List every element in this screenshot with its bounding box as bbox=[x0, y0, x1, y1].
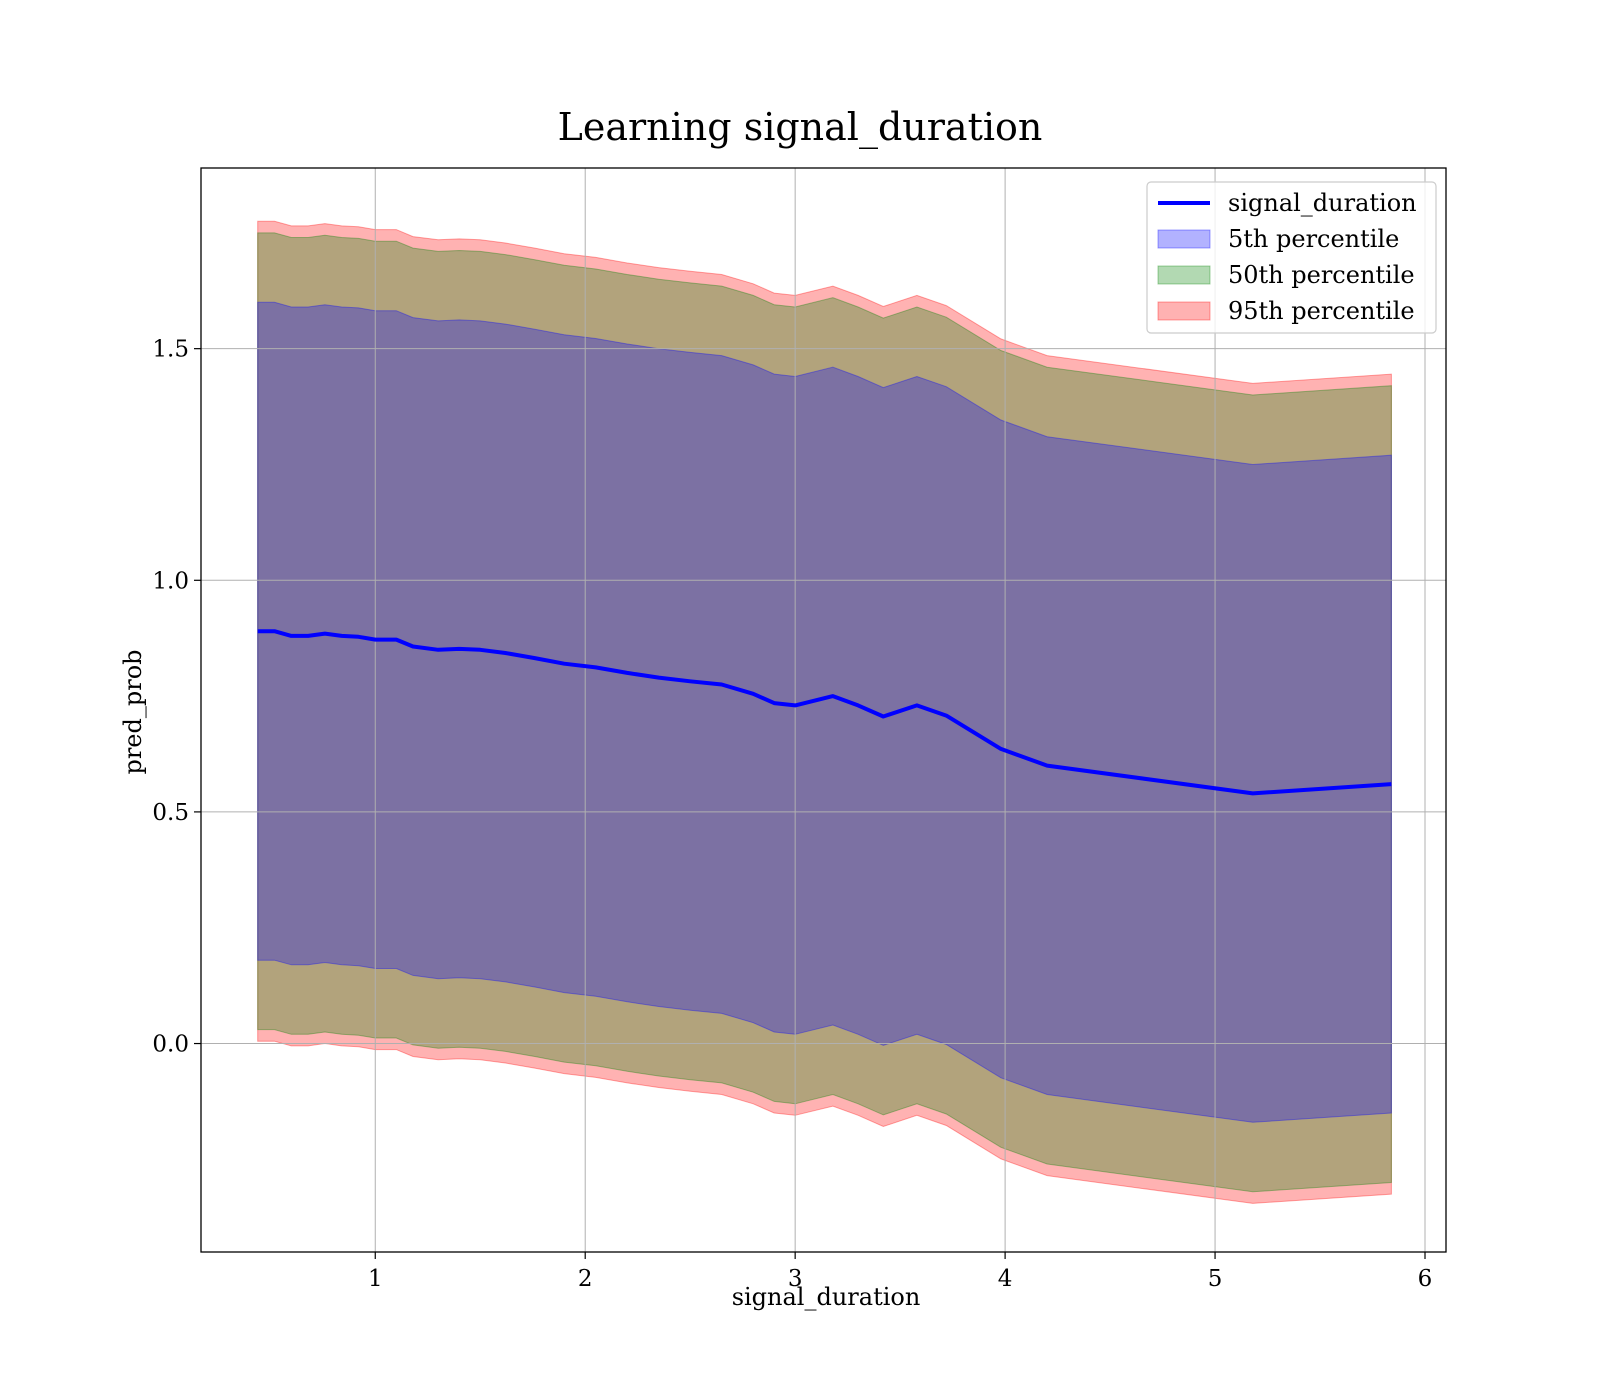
y-tick-label: 1.0 bbox=[152, 568, 189, 594]
legend-label: 50th percentile bbox=[1228, 261, 1415, 289]
x-tick-label: 2 bbox=[578, 1266, 593, 1292]
legend: signal_duration 5th percentile 50th percen… bbox=[1146, 181, 1437, 334]
x-tick-label: 4 bbox=[998, 1266, 1013, 1292]
legend-label: signal_duration bbox=[1228, 189, 1417, 217]
x-tick-label: 5 bbox=[1208, 1266, 1223, 1292]
x-tick-label: 3 bbox=[788, 1266, 803, 1292]
legend-label: 95th percentile bbox=[1228, 297, 1415, 325]
legend-label: 5th percentile bbox=[1228, 225, 1399, 253]
y-tick-label: 0.5 bbox=[152, 800, 189, 826]
y-axis-label: pred_prob bbox=[119, 649, 147, 774]
percentile-bands bbox=[257, 220, 1392, 1204]
y-tick-label: 1.5 bbox=[152, 337, 189, 363]
series-line-signal-duration bbox=[257, 629, 1392, 796]
band-50th-percentile bbox=[257, 232, 1392, 1193]
x-axis-ticks: 1 2 3 4 5 6 bbox=[368, 1252, 1432, 1292]
legend-frame bbox=[1146, 181, 1437, 334]
grid-lines bbox=[201, 168, 1446, 1252]
plot-area bbox=[200, 167, 1447, 1253]
plot-frame bbox=[200, 167, 1447, 1253]
legend-patch-swatch bbox=[1157, 265, 1211, 285]
y-tick-label: 0.0 bbox=[152, 1032, 189, 1058]
legend-patch-swatch bbox=[1157, 229, 1211, 249]
legend-patch-swatch bbox=[1157, 301, 1211, 321]
chart-title: Learning signal_duration bbox=[558, 105, 1043, 150]
x-axis-label: signal_duration bbox=[732, 1283, 921, 1311]
x-tick-label: 6 bbox=[1418, 1266, 1433, 1292]
y-axis-ticks: 0.0 0.5 1.0 1.5 bbox=[152, 337, 201, 1058]
band-95th-percentile bbox=[257, 220, 1392, 1204]
band-5th-percentile bbox=[257, 301, 1392, 1123]
x-tick-label: 1 bbox=[368, 1266, 383, 1292]
